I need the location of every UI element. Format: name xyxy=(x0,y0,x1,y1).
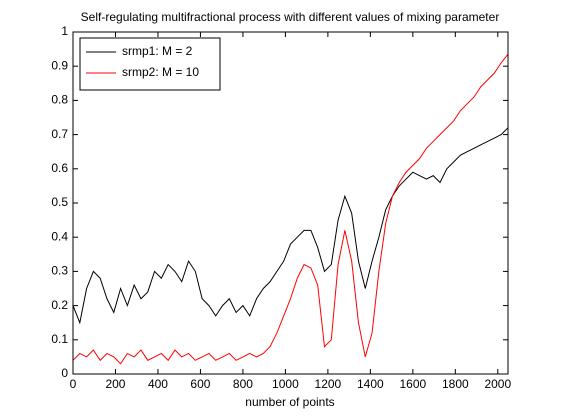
y-tick-label: 1 xyxy=(61,24,68,38)
y-tick-label: 0.7 xyxy=(51,127,68,141)
x-tick-label: 1000 xyxy=(272,377,299,391)
y-tick-label: 0.2 xyxy=(51,298,68,312)
y-tick-label: 0.8 xyxy=(51,93,68,107)
y-tick-label: 0 xyxy=(61,366,68,380)
y-tick-label: 0.6 xyxy=(51,161,68,175)
x-tick-label: 0 xyxy=(70,377,77,391)
line-series xyxy=(72,53,509,365)
x-tick-label: 400 xyxy=(148,377,168,391)
legend-label: srmp1: M = 2 xyxy=(122,44,193,58)
x-tick-label: 800 xyxy=(233,377,253,391)
y-tick-label: 0.9 xyxy=(51,58,68,72)
y-tick-label: 0.5 xyxy=(51,195,68,209)
x-tick-label: 1600 xyxy=(399,377,426,391)
x-tick-label: 1800 xyxy=(442,377,469,391)
x-tick-label: 2000 xyxy=(484,377,511,391)
x-axis-label: number of points xyxy=(245,395,334,409)
legend-label: srmp2: M = 10 xyxy=(122,65,199,79)
y-tick-label: 0.1 xyxy=(51,332,68,346)
chart-title: Self-regulating multifractional process … xyxy=(81,10,500,24)
x-tick-label: 200 xyxy=(105,377,125,391)
y-tick-label: 0.3 xyxy=(51,264,68,278)
x-tick-label: 600 xyxy=(190,377,210,391)
line-series xyxy=(72,127,509,325)
y-tick-label: 0.4 xyxy=(51,229,68,243)
x-tick-label: 1200 xyxy=(315,377,342,391)
legend-box xyxy=(79,37,221,91)
x-tick-label: 1400 xyxy=(357,377,384,391)
